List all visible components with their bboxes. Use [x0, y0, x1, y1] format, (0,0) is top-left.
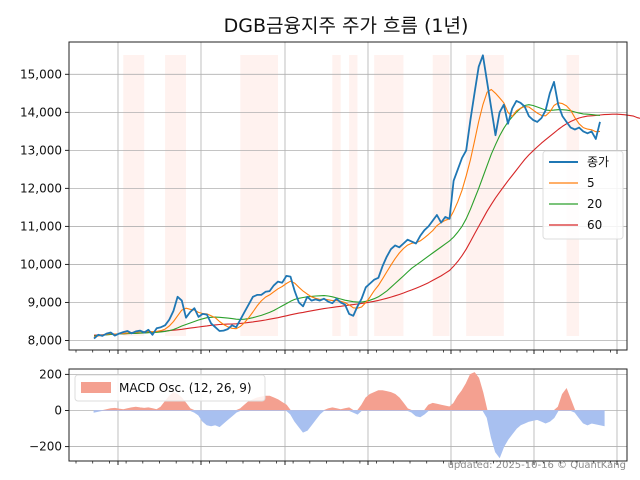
y-tick-label: 12,000	[20, 181, 62, 195]
y-tick-label: 13,000	[20, 143, 62, 157]
legend-label: 5	[587, 176, 595, 190]
legend-label: 종가	[587, 155, 609, 169]
legend-label: 60	[587, 218, 602, 232]
y-tick-label: 0	[54, 403, 62, 417]
macd-panel: 200 0 −200 MACD Osc. (12, 26, 9)	[29, 367, 628, 465]
shaded-period	[165, 55, 186, 336]
shaded-period	[240, 55, 278, 336]
macd-legend: MACD Osc. (12, 26, 9)	[74, 374, 266, 402]
price-plot-frame	[68, 41, 628, 351]
shaded-period	[332, 55, 341, 336]
chart-title: DGB금융지주 주가 흐름 (1년)	[224, 15, 469, 37]
legend-box	[542, 150, 624, 240]
shaded-period	[123, 55, 145, 336]
y-tick-label: 200	[39, 367, 62, 381]
y-tick-label: 15,000	[20, 67, 62, 81]
y-tick-label: 11,000	[20, 219, 62, 233]
macd-negative-area	[93, 410, 605, 459]
y-tick-label: 10,000	[20, 257, 62, 271]
series-line-ma60	[93, 113, 640, 336]
shaded-period	[374, 55, 404, 336]
y-tick-label: 14,000	[20, 105, 62, 119]
legend-swatch	[81, 382, 111, 393]
shaded-period	[349, 55, 358, 336]
macd-plot-frame	[68, 368, 628, 462]
footer-text: updated: 2025-10-16 © QuantKang	[448, 460, 626, 471]
price-legend: 종가 5 20 60	[542, 150, 624, 240]
y-tick-label: 9,000	[28, 295, 62, 309]
series-line-close	[93, 54, 601, 340]
y-tick-label: −200	[29, 440, 62, 454]
series-line-ma5	[93, 88, 601, 338]
shaded-period	[432, 55, 450, 336]
series-line-ma20	[93, 104, 601, 337]
legend-box	[74, 374, 266, 402]
legend-label: MACD Osc. (12, 26, 9)	[119, 381, 252, 395]
legend-label: 20	[587, 197, 602, 211]
y-tick-label: 8,000	[28, 333, 62, 347]
price-panel: 8,000 9,000 10,000 11,000 12,000 13,000 14,000…	[20, 41, 640, 354]
